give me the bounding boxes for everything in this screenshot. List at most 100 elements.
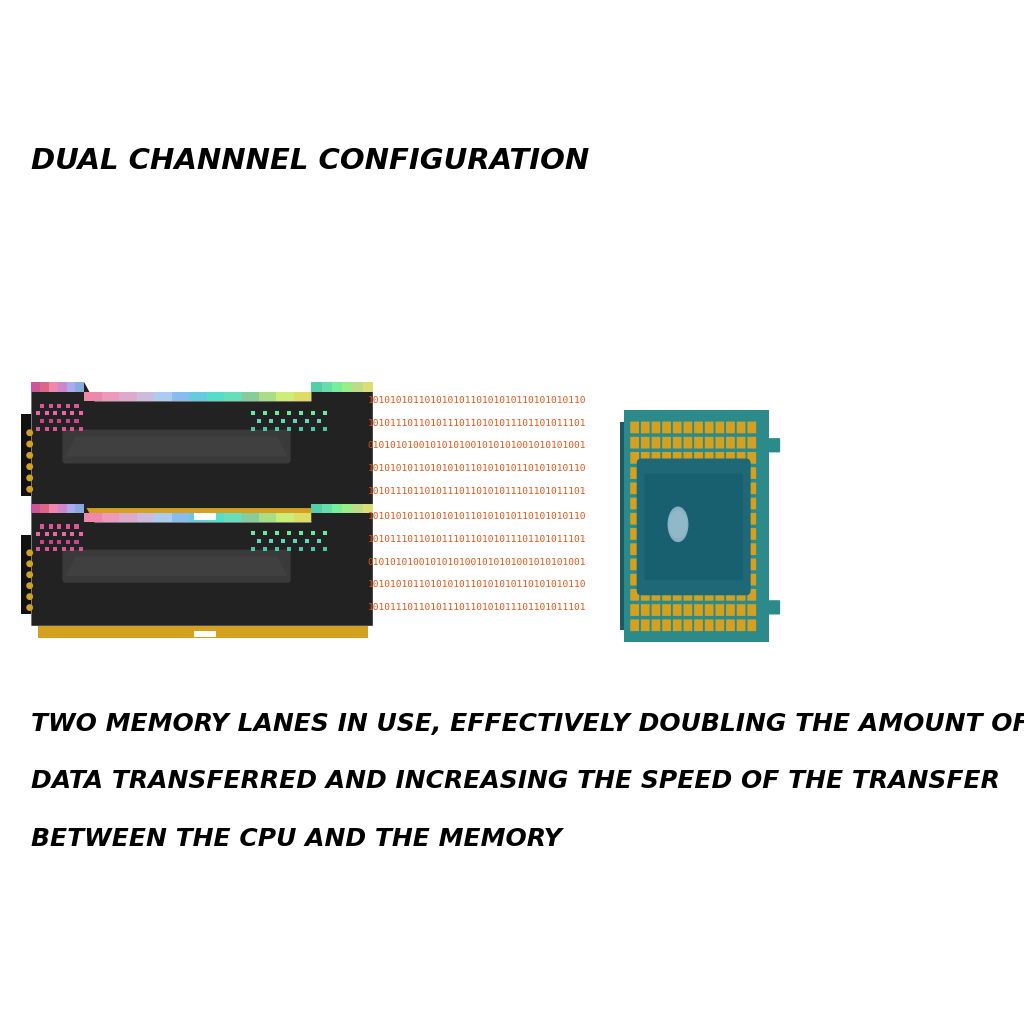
FancyBboxPatch shape [79,427,83,431]
FancyBboxPatch shape [651,544,660,555]
FancyBboxPatch shape [663,437,671,449]
FancyBboxPatch shape [673,437,682,449]
FancyBboxPatch shape [49,540,53,544]
FancyBboxPatch shape [36,532,40,537]
FancyBboxPatch shape [630,422,639,433]
FancyBboxPatch shape [172,513,189,522]
FancyBboxPatch shape [323,411,327,415]
Circle shape [27,464,33,469]
FancyBboxPatch shape [76,383,84,392]
FancyBboxPatch shape [726,498,735,509]
FancyBboxPatch shape [705,467,714,479]
FancyBboxPatch shape [651,589,660,601]
FancyBboxPatch shape [716,573,724,586]
FancyBboxPatch shape [342,383,352,392]
FancyBboxPatch shape [224,392,242,400]
FancyBboxPatch shape [287,427,291,431]
FancyBboxPatch shape [621,422,624,630]
FancyBboxPatch shape [287,411,291,415]
FancyBboxPatch shape [45,412,49,416]
FancyBboxPatch shape [641,437,649,449]
FancyBboxPatch shape [22,535,32,613]
FancyBboxPatch shape [736,620,745,631]
FancyBboxPatch shape [299,411,303,415]
FancyBboxPatch shape [716,513,724,524]
FancyBboxPatch shape [736,528,745,540]
Ellipse shape [668,507,688,542]
FancyBboxPatch shape [32,383,40,392]
PathPatch shape [32,504,373,626]
FancyBboxPatch shape [71,532,75,537]
FancyBboxPatch shape [275,411,280,415]
FancyBboxPatch shape [40,504,49,513]
FancyBboxPatch shape [673,498,682,509]
FancyBboxPatch shape [36,427,40,431]
FancyBboxPatch shape [726,482,735,495]
FancyBboxPatch shape [287,531,291,536]
FancyBboxPatch shape [683,558,692,570]
FancyBboxPatch shape [694,604,702,615]
FancyBboxPatch shape [651,604,660,615]
FancyBboxPatch shape [651,498,660,509]
Circle shape [27,453,33,458]
FancyBboxPatch shape [705,528,714,540]
FancyBboxPatch shape [275,427,280,431]
FancyBboxPatch shape [251,427,255,431]
FancyBboxPatch shape [101,513,119,522]
FancyBboxPatch shape [53,412,57,416]
Text: DUAL CHANNNEL CONFIGURATION: DUAL CHANNNEL CONFIGURATION [32,147,590,175]
FancyBboxPatch shape [207,513,224,522]
FancyBboxPatch shape [257,540,261,544]
FancyBboxPatch shape [32,504,40,513]
FancyBboxPatch shape [673,452,682,464]
FancyBboxPatch shape [663,482,671,495]
FancyBboxPatch shape [726,452,735,464]
FancyBboxPatch shape [641,482,649,495]
FancyBboxPatch shape [748,544,756,555]
FancyBboxPatch shape [705,573,714,586]
FancyBboxPatch shape [38,626,368,638]
FancyBboxPatch shape [294,392,311,400]
FancyBboxPatch shape [101,392,119,400]
FancyBboxPatch shape [316,540,321,544]
FancyBboxPatch shape [716,604,724,615]
FancyBboxPatch shape [694,513,702,524]
FancyBboxPatch shape [311,411,315,415]
FancyBboxPatch shape [673,544,682,555]
FancyBboxPatch shape [299,547,303,551]
FancyBboxPatch shape [53,532,57,537]
FancyBboxPatch shape [53,427,57,431]
FancyBboxPatch shape [251,411,255,415]
FancyBboxPatch shape [768,438,780,453]
FancyBboxPatch shape [137,513,155,522]
FancyBboxPatch shape [269,540,273,544]
FancyBboxPatch shape [641,558,649,570]
FancyBboxPatch shape [673,589,682,601]
FancyBboxPatch shape [663,558,671,570]
FancyBboxPatch shape [641,544,649,555]
FancyBboxPatch shape [641,513,649,524]
FancyBboxPatch shape [287,547,291,551]
FancyBboxPatch shape [736,544,745,555]
FancyBboxPatch shape [630,498,639,509]
FancyBboxPatch shape [726,513,735,524]
FancyBboxPatch shape [705,544,714,555]
FancyBboxPatch shape [651,528,660,540]
FancyBboxPatch shape [736,498,745,509]
FancyBboxPatch shape [663,604,671,615]
FancyBboxPatch shape [224,513,242,522]
FancyBboxPatch shape [311,531,315,536]
FancyBboxPatch shape [630,620,639,631]
FancyBboxPatch shape [275,547,280,551]
FancyBboxPatch shape [362,504,373,513]
PathPatch shape [32,383,373,508]
FancyBboxPatch shape [45,532,49,537]
FancyBboxPatch shape [316,419,321,423]
FancyBboxPatch shape [694,437,702,449]
FancyBboxPatch shape [281,419,285,423]
FancyBboxPatch shape [694,422,702,433]
FancyBboxPatch shape [726,544,735,555]
FancyBboxPatch shape [311,383,322,392]
FancyBboxPatch shape [630,604,639,615]
FancyBboxPatch shape [663,513,671,524]
